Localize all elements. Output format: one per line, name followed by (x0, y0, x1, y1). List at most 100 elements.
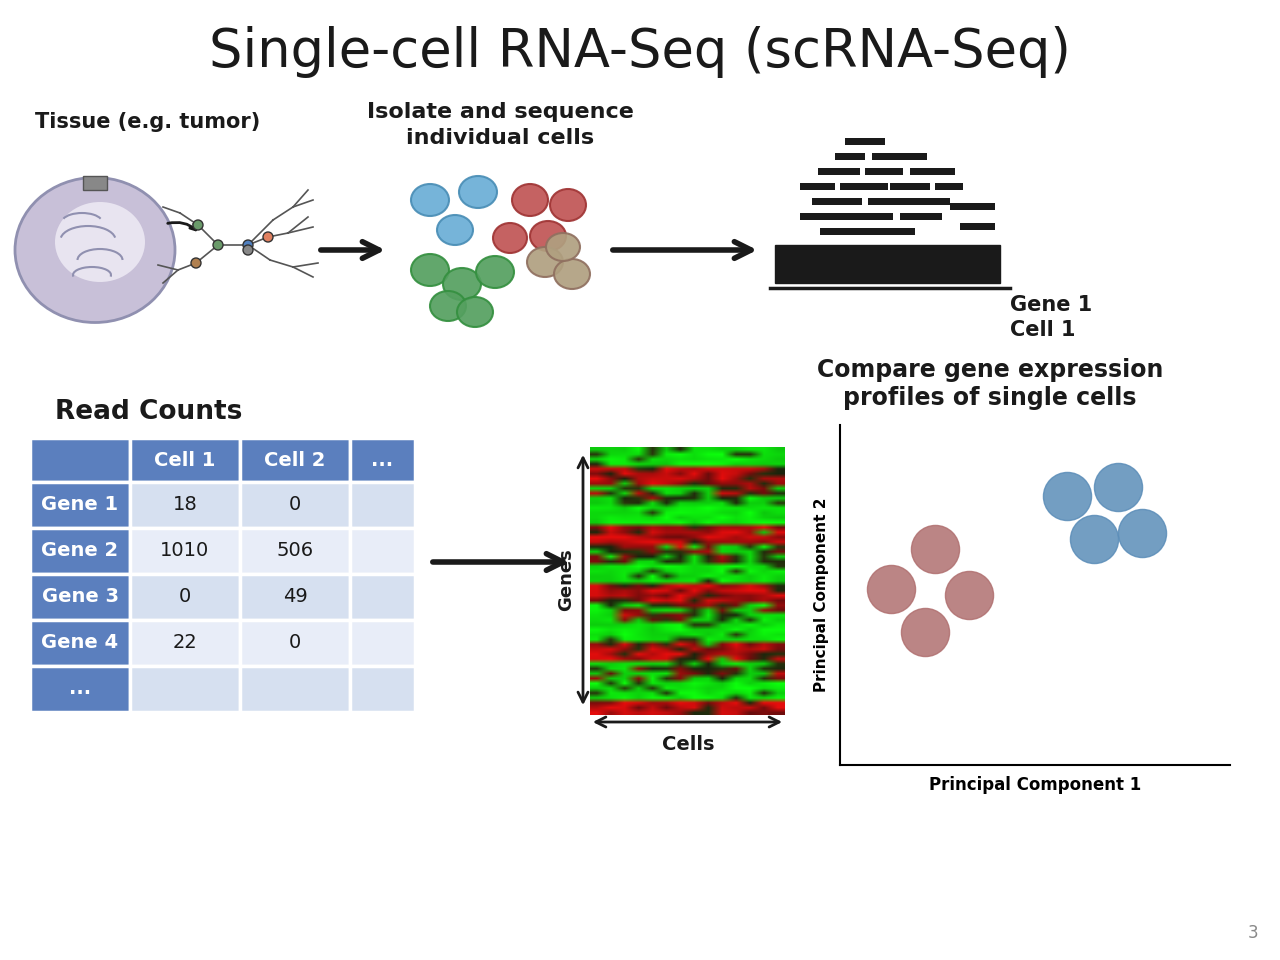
Ellipse shape (430, 291, 466, 321)
Y-axis label: Principal Component 2: Principal Component 2 (814, 497, 829, 692)
Bar (910, 168, 955, 175)
Point (924, 540, 945, 556)
Bar (868, 198, 923, 205)
Text: Cells: Cells (662, 735, 714, 755)
Text: 0: 0 (289, 634, 301, 653)
Bar (241, 438, 349, 482)
Text: 0: 0 (289, 495, 301, 515)
Bar (349, 482, 415, 528)
Text: Gene 1: Gene 1 (1010, 295, 1092, 315)
Text: 22: 22 (173, 634, 197, 653)
Bar (865, 168, 902, 175)
Bar (131, 666, 241, 712)
Bar (800, 183, 835, 190)
Ellipse shape (550, 189, 586, 221)
Bar (349, 438, 415, 482)
Text: individual cells: individual cells (406, 128, 594, 148)
Ellipse shape (547, 233, 580, 261)
Bar (934, 183, 963, 190)
Bar (29, 482, 131, 528)
Text: ...: ... (371, 450, 393, 469)
Point (1084, 532, 1105, 547)
Bar (960, 223, 995, 230)
Bar (890, 183, 931, 190)
Bar (835, 153, 865, 160)
Ellipse shape (411, 184, 449, 216)
Text: Isolate and sequence: Isolate and sequence (366, 102, 634, 122)
Bar (131, 482, 241, 528)
Text: Gene 2: Gene 2 (41, 541, 119, 561)
Text: Genes: Genes (557, 548, 575, 612)
Bar (241, 482, 349, 528)
Bar (131, 574, 241, 620)
Ellipse shape (530, 221, 566, 251)
Ellipse shape (512, 184, 548, 216)
Text: Gene 3: Gene 3 (41, 588, 119, 607)
Text: Gene 4: Gene 4 (41, 634, 119, 653)
Text: Cell 2: Cell 2 (264, 450, 325, 469)
Bar (349, 528, 415, 574)
Bar (900, 213, 942, 220)
Circle shape (243, 245, 253, 255)
Bar (131, 620, 241, 666)
Bar (812, 198, 861, 205)
Bar (870, 228, 915, 235)
Bar (872, 153, 927, 160)
Circle shape (193, 220, 204, 230)
Bar (774, 245, 1000, 283)
Bar (29, 620, 131, 666)
Text: 18: 18 (173, 495, 197, 515)
Text: Cell 1: Cell 1 (1010, 320, 1075, 340)
Bar (29, 528, 131, 574)
Point (914, 624, 934, 639)
Bar (950, 203, 995, 210)
Text: Tissue (e.g. tumor): Tissue (e.g. tumor) (36, 112, 261, 132)
Ellipse shape (476, 256, 515, 288)
Point (959, 588, 979, 603)
Text: 49: 49 (283, 588, 307, 607)
Text: profiles of single cells: profiles of single cells (844, 386, 1137, 410)
Circle shape (243, 240, 253, 250)
Text: Compare gene expression: Compare gene expression (817, 358, 1164, 382)
Ellipse shape (554, 259, 590, 289)
Text: 506: 506 (276, 541, 314, 561)
Bar (818, 168, 860, 175)
Ellipse shape (55, 202, 145, 282)
Bar (855, 213, 893, 220)
Bar (840, 183, 888, 190)
Circle shape (191, 258, 201, 268)
Ellipse shape (457, 297, 493, 327)
Bar (241, 528, 349, 574)
Text: Cell 1: Cell 1 (155, 450, 216, 469)
Bar (131, 528, 241, 574)
Bar (29, 438, 131, 482)
Point (1132, 525, 1152, 540)
Text: ...: ... (69, 680, 91, 699)
Bar (800, 213, 865, 220)
Text: Read Counts: Read Counts (55, 399, 242, 425)
Bar (131, 438, 241, 482)
Ellipse shape (460, 176, 497, 208)
Point (1057, 489, 1078, 504)
Bar (349, 620, 415, 666)
X-axis label: Principal Component 1: Principal Component 1 (929, 776, 1142, 794)
Bar (83, 176, 108, 190)
Bar (241, 574, 349, 620)
Text: Single-cell RNA-Seq (scRNA-Seq): Single-cell RNA-Seq (scRNA-Seq) (209, 26, 1071, 78)
Ellipse shape (443, 268, 481, 300)
Bar (29, 574, 131, 620)
Bar (845, 138, 884, 145)
Bar (820, 228, 876, 235)
Ellipse shape (527, 247, 563, 277)
Bar (241, 666, 349, 712)
Text: 0: 0 (179, 588, 191, 607)
Circle shape (262, 232, 273, 242)
Bar (241, 620, 349, 666)
Text: 1010: 1010 (160, 541, 210, 561)
Ellipse shape (436, 215, 474, 245)
Ellipse shape (15, 178, 175, 323)
Bar (349, 666, 415, 712)
Ellipse shape (493, 223, 527, 253)
Text: Gene 1: Gene 1 (41, 495, 119, 515)
Ellipse shape (411, 254, 449, 286)
